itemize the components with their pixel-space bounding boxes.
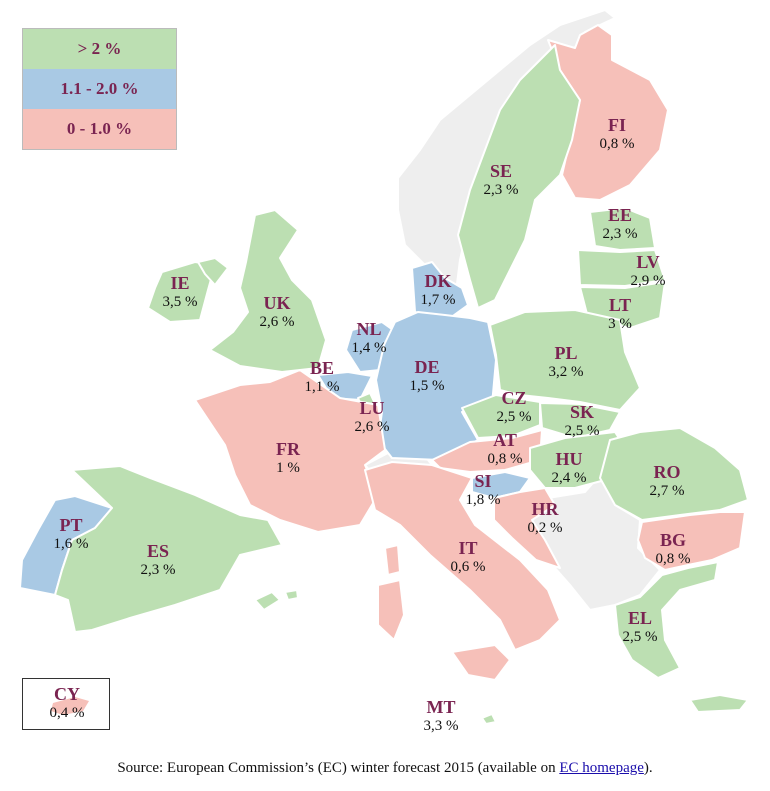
label-ee: EE 2,3 % bbox=[602, 205, 638, 243]
label-ie: IE 3,5 % bbox=[162, 273, 198, 311]
label-fr: FR 1 % bbox=[276, 439, 300, 477]
label-it: IT 0,6 % bbox=[450, 538, 486, 576]
country-es bbox=[54, 465, 283, 633]
country-pl bbox=[489, 309, 641, 411]
country-it-corsica bbox=[384, 544, 401, 576]
label-ro: RO 2,7 % bbox=[649, 462, 685, 500]
label-pl: PL 3,2 % bbox=[548, 343, 584, 381]
label-el: EL 2,5 % bbox=[622, 608, 658, 646]
label-nl: NL 1,4 % bbox=[351, 319, 387, 357]
country-lv bbox=[577, 249, 666, 287]
country-bg bbox=[637, 511, 746, 571]
label-bg: BG 0,8 % bbox=[655, 530, 691, 568]
label-lv: LV 2,9 % bbox=[630, 252, 666, 290]
legend-item-low: 0 - 1.0 % bbox=[23, 109, 176, 149]
country-de bbox=[375, 311, 497, 461]
label-hu: HU 2,4 % bbox=[551, 449, 587, 487]
label-lt: LT 3 % bbox=[608, 295, 632, 333]
europe-map bbox=[19, 9, 749, 725]
label-lu: LU 2,6 % bbox=[354, 398, 390, 436]
label-se: SE 2,3 % bbox=[483, 161, 519, 199]
country-it-sicily bbox=[451, 644, 511, 681]
label-pt: PT 1,6 % bbox=[53, 515, 89, 553]
label-dk: DK 1,7 % bbox=[420, 271, 456, 309]
country-it bbox=[364, 461, 561, 651]
label-es: ES 2,3 % bbox=[140, 541, 176, 579]
country-uk bbox=[209, 209, 327, 373]
country-ee bbox=[589, 207, 656, 251]
label-be: BE 1,1 % bbox=[304, 358, 340, 396]
legend: > 2 % 1.1 - 2.0 % 0 - 1.0 % bbox=[22, 28, 177, 150]
source-note: Source: European Commission’s (EC) winte… bbox=[117, 760, 653, 776]
country-sk bbox=[539, 402, 621, 439]
country-ro bbox=[599, 427, 749, 521]
legend-item-high: > 2 % bbox=[23, 29, 176, 69]
label-uk: UK 2,6 % bbox=[259, 293, 295, 331]
label-hr: HR 0,2 % bbox=[527, 499, 563, 537]
cyprus-inset bbox=[22, 678, 110, 730]
balearic-island bbox=[254, 591, 281, 611]
label-fi: FI 0,8 % bbox=[599, 115, 635, 153]
ec-homepage-link[interactable]: EC homepage bbox=[559, 760, 644, 776]
country-mt bbox=[481, 713, 497, 725]
label-at: AT 0,8 % bbox=[487, 430, 523, 468]
region-balkans bbox=[519, 474, 661, 611]
label-si: SI 1,8 % bbox=[465, 471, 501, 509]
balearic-island-small bbox=[284, 589, 299, 601]
country-el bbox=[614, 561, 719, 679]
legend-item-mid: 1.1 - 2.0 % bbox=[23, 69, 176, 109]
country-it-sardinia bbox=[377, 579, 405, 641]
country-cz bbox=[461, 394, 541, 439]
country-se bbox=[457, 44, 581, 309]
label-mt: MT 3,3 % bbox=[423, 697, 459, 735]
country-el-crete bbox=[689, 694, 749, 713]
label-de: DE 1,5 % bbox=[409, 357, 445, 395]
country-ni bbox=[197, 257, 229, 286]
label-sk: SK 2,5 % bbox=[564, 402, 600, 440]
label-cz: CZ 2,5 % bbox=[496, 388, 532, 426]
cyprus-shape bbox=[51, 697, 89, 715]
country-hr bbox=[493, 487, 561, 569]
label-cy: CY 0,4 % bbox=[49, 684, 85, 722]
